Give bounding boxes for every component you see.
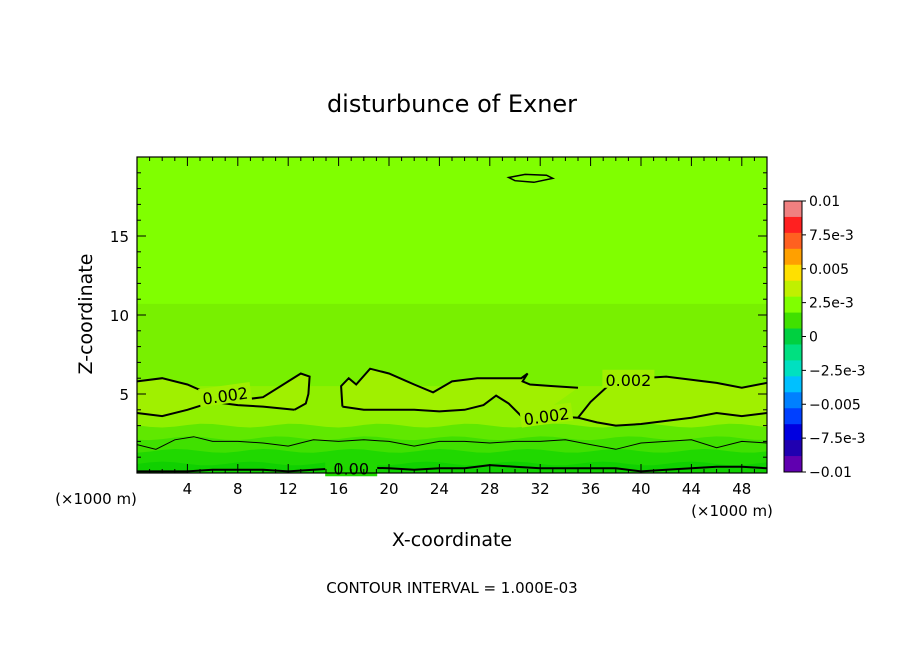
- colorbar-label: −2.5e-3: [809, 363, 866, 379]
- colorbar-swatch: [784, 312, 802, 330]
- contour-line: [342, 394, 535, 421]
- x-tick-label: 12: [279, 480, 298, 498]
- colorbar-swatch: [784, 344, 802, 361]
- colorbar-swatch: [784, 232, 802, 250]
- x-tick-label: 28: [480, 480, 499, 498]
- colorbar-swatch: [784, 408, 802, 425]
- contour-label-bg: [602, 369, 655, 388]
- x-tick-label: 44: [682, 480, 701, 498]
- contour-line: [577, 411, 768, 427]
- colorbar-label: −0.01: [809, 465, 852, 481]
- colorbar-label: 0: [809, 330, 818, 346]
- x-tick-label: 36: [581, 480, 600, 498]
- colorbar-label: −0.005: [809, 397, 861, 413]
- x-tick-label: 32: [531, 480, 550, 498]
- colorbar-swatch: [784, 424, 802, 441]
- contour-interval-note: CONTOUR INTERVAL = 1.000E-03: [326, 579, 577, 597]
- colorbar-label: 0.01: [809, 194, 840, 210]
- colorbar: 0.01 7.5e-3 0.005 2.5e-3 0 −2.5e-3 −0.005 −7.5e…: [783, 194, 866, 481]
- colorbar-swatch: [784, 392, 802, 409]
- colorbar-label: 2.5e-3: [809, 296, 854, 312]
- x-tick-label: 4: [183, 480, 193, 498]
- y-tick-label: 10: [110, 307, 129, 325]
- colorbar-label: 0.005: [809, 262, 849, 278]
- colorbar-swatch: [784, 376, 802, 393]
- colorbar-swatch: [784, 264, 802, 282]
- colorbar-swatch: [784, 360, 802, 377]
- chart-title: disturbunce of Exner: [327, 90, 577, 118]
- contour-label: 0.002: [605, 371, 651, 390]
- x-axis-label: X-coordinate: [392, 529, 512, 551]
- colorbar-swatch: [784, 440, 802, 457]
- contour-label-bg: [198, 382, 253, 408]
- x-tick-label: 20: [379, 480, 398, 498]
- contour-label-bg: [519, 402, 574, 428]
- fill-region-0002-left: [137, 373, 310, 417]
- y-tick-label: 15: [110, 228, 129, 246]
- contour-line: [137, 464, 768, 473]
- colorbar-swatch: [784, 248, 802, 266]
- colorbar-swatch: [784, 216, 802, 234]
- fill-region-0002-mid: [341, 368, 578, 420]
- colorbar-swatch: [784, 328, 802, 345]
- x-tick-label: 16: [329, 480, 348, 498]
- colorbar-swatch: [784, 296, 802, 314]
- x-tick-label: 48: [732, 480, 751, 498]
- colorbar-swatch: [784, 456, 802, 473]
- x-tick-label: 24: [430, 480, 449, 498]
- contour-line: [506, 173, 556, 184]
- colorbar-swatch: [784, 280, 802, 298]
- colorbar-swatch: [784, 201, 802, 218]
- colorbar-label: 7.5e-3: [809, 228, 854, 244]
- x-tick-label: 40: [631, 480, 650, 498]
- contour-line: [136, 372, 311, 411]
- colorbar-label: −7.5e-3: [809, 431, 866, 447]
- y-tick-label: 5: [119, 386, 129, 404]
- x-unit-label: (×1000 m): [691, 502, 773, 520]
- contour-line: [577, 375, 768, 419]
- contour-line: [136, 436, 768, 450]
- contour-line: [340, 367, 579, 407]
- y-unit-label: (×1000 m): [55, 490, 137, 508]
- x-tick-label: 8: [233, 480, 243, 498]
- y-axis-label: Z-coordinate: [75, 254, 97, 375]
